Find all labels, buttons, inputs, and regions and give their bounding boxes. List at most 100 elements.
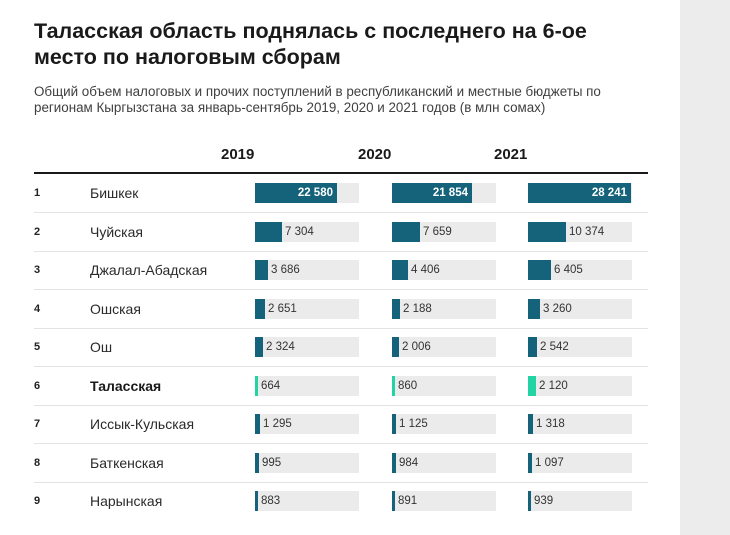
bar-2020: [392, 183, 472, 203]
bar-2020: [392, 221, 420, 242]
value-label: 2 651: [268, 302, 297, 315]
value-label: 883: [261, 495, 281, 507]
region-label-naryn: Нарынская: [90, 493, 163, 509]
value-label: 2 324: [266, 341, 295, 353]
value-label: 10 374: [569, 225, 605, 238]
value-label: 860: [398, 379, 418, 392]
region-label-osh-oblast: Ошская: [90, 300, 141, 317]
bar-2019: [255, 337, 263, 357]
value-label: 3 260: [543, 302, 572, 315]
column-header-2021: 2021: [494, 146, 528, 163]
value-label: 1 318: [536, 418, 565, 430]
bar-2019: [255, 260, 268, 280]
row-rank: 6: [34, 379, 41, 392]
bar-track: 860: [392, 375, 496, 396]
chart-subtitle: Общий объем налоговых и прочих поступлен…: [34, 84, 601, 115]
value-label: 995: [262, 456, 282, 469]
row-rank: 4: [34, 302, 41, 315]
value-label: 6 405: [554, 264, 583, 276]
chart-title: Таласская область поднялась с последнего…: [34, 19, 587, 69]
region-label-issyk-kul: Иссык-Кульская: [90, 416, 195, 432]
column-header-2020: 2020: [358, 146, 392, 163]
region-label-osh-city: Ош: [90, 339, 113, 355]
bar-track: 3 686: [255, 260, 359, 280]
value-label: 7 304: [285, 225, 314, 238]
region-label-batken: Баткенская: [90, 454, 164, 471]
value-label: 1 125: [399, 418, 428, 430]
bar-track: 1 318: [528, 414, 632, 434]
bar-track: 883: [255, 491, 359, 511]
table-row: 3 Джалал-Абадская 3 686 4 406 6 405: [34, 251, 648, 289]
bar-track: 2 006: [392, 337, 496, 357]
region-label-bishkek: Бишкек: [90, 185, 139, 201]
value-label: 2 006: [402, 341, 431, 353]
bar-2019: [255, 221, 282, 242]
bar-2020: [392, 298, 400, 319]
bar-2020: [392, 414, 396, 434]
value-label: 7 659: [423, 225, 452, 238]
table-row: 7 Иссык-Кульская 1 295 1 125 1 318: [34, 405, 648, 443]
bar-track: 2 651: [255, 298, 359, 319]
table-row: 1 Бишкек 22 580 21 854 28 241: [34, 174, 648, 212]
value-label: 939: [534, 495, 554, 507]
row-rank: 2: [34, 225, 41, 238]
bar-track: 939: [528, 491, 632, 511]
bar-track: 664: [255, 375, 359, 396]
value-label: 1 295: [263, 418, 292, 430]
row-divider: [34, 481, 648, 483]
bar-track: 995: [255, 452, 359, 473]
table-row: 9 Нарынская 883 891 939: [34, 482, 648, 520]
table-row: 8 Баткенская 995 984 1 097: [34, 444, 648, 482]
header-divider: [34, 172, 648, 174]
chart-card: Таласская область поднялась с последнего…: [0, 0, 680, 535]
table-row: 2 Чуйская 7 304 7 659 10 374: [34, 213, 648, 251]
value-label: 984: [399, 456, 419, 469]
bar-track: 4 406: [392, 260, 496, 280]
row-divider: [34, 250, 648, 252]
bar-2021: [528, 337, 537, 357]
region-label-talas: Таласская: [90, 377, 162, 394]
bar-track: 891: [392, 491, 496, 511]
row-rank: 7: [34, 418, 41, 430]
row-divider: [34, 443, 648, 444]
row-divider: [34, 327, 648, 329]
row-rank: 3: [34, 264, 41, 276]
page-margin: [680, 0, 730, 535]
bar-track: 1 295: [255, 414, 359, 434]
bar-track: 22 580: [255, 183, 359, 203]
bar-track: 2 542: [528, 337, 632, 357]
bar-2019: [255, 414, 260, 434]
bar-track: 3 260: [528, 298, 632, 319]
bar-track: 984: [392, 452, 496, 473]
table-row: 6 Таласская 664 860 2 120: [34, 367, 648, 405]
row-divider: [34, 212, 648, 213]
bar-2019: [255, 183, 337, 203]
bar-2020: [392, 452, 396, 473]
value-label: 2 542: [540, 341, 569, 353]
value-label: 4 406: [411, 264, 440, 276]
region-label-jalal-abad: Джалал-Абадская: [90, 262, 208, 278]
row-divider: [34, 289, 648, 290]
bar-track: 7 659: [392, 221, 496, 242]
bar-track: 2 120: [528, 375, 632, 396]
row-rank: 1: [34, 187, 41, 199]
bar-track: 1 125: [392, 414, 496, 434]
row-divider: [34, 404, 648, 406]
row-rank: 8: [34, 456, 41, 469]
bar-2020: [392, 375, 395, 396]
bar-2021: [528, 491, 531, 511]
bar-2021: [528, 221, 566, 242]
bar-2021: [528, 260, 551, 280]
bar-2020: [392, 337, 399, 357]
bar-2019: [255, 375, 258, 396]
column-header-2019: 2019: [221, 146, 255, 163]
value-label: 2 120: [539, 379, 568, 392]
bar-2019: [255, 452, 259, 473]
value-label: 3 686: [271, 264, 300, 276]
row-divider: [34, 366, 648, 367]
row-rank: 9: [34, 495, 41, 507]
value-label: 664: [261, 379, 281, 392]
bar-2021: [528, 452, 532, 473]
row-rank: 5: [34, 341, 41, 353]
bar-track: 10 374: [528, 221, 632, 242]
